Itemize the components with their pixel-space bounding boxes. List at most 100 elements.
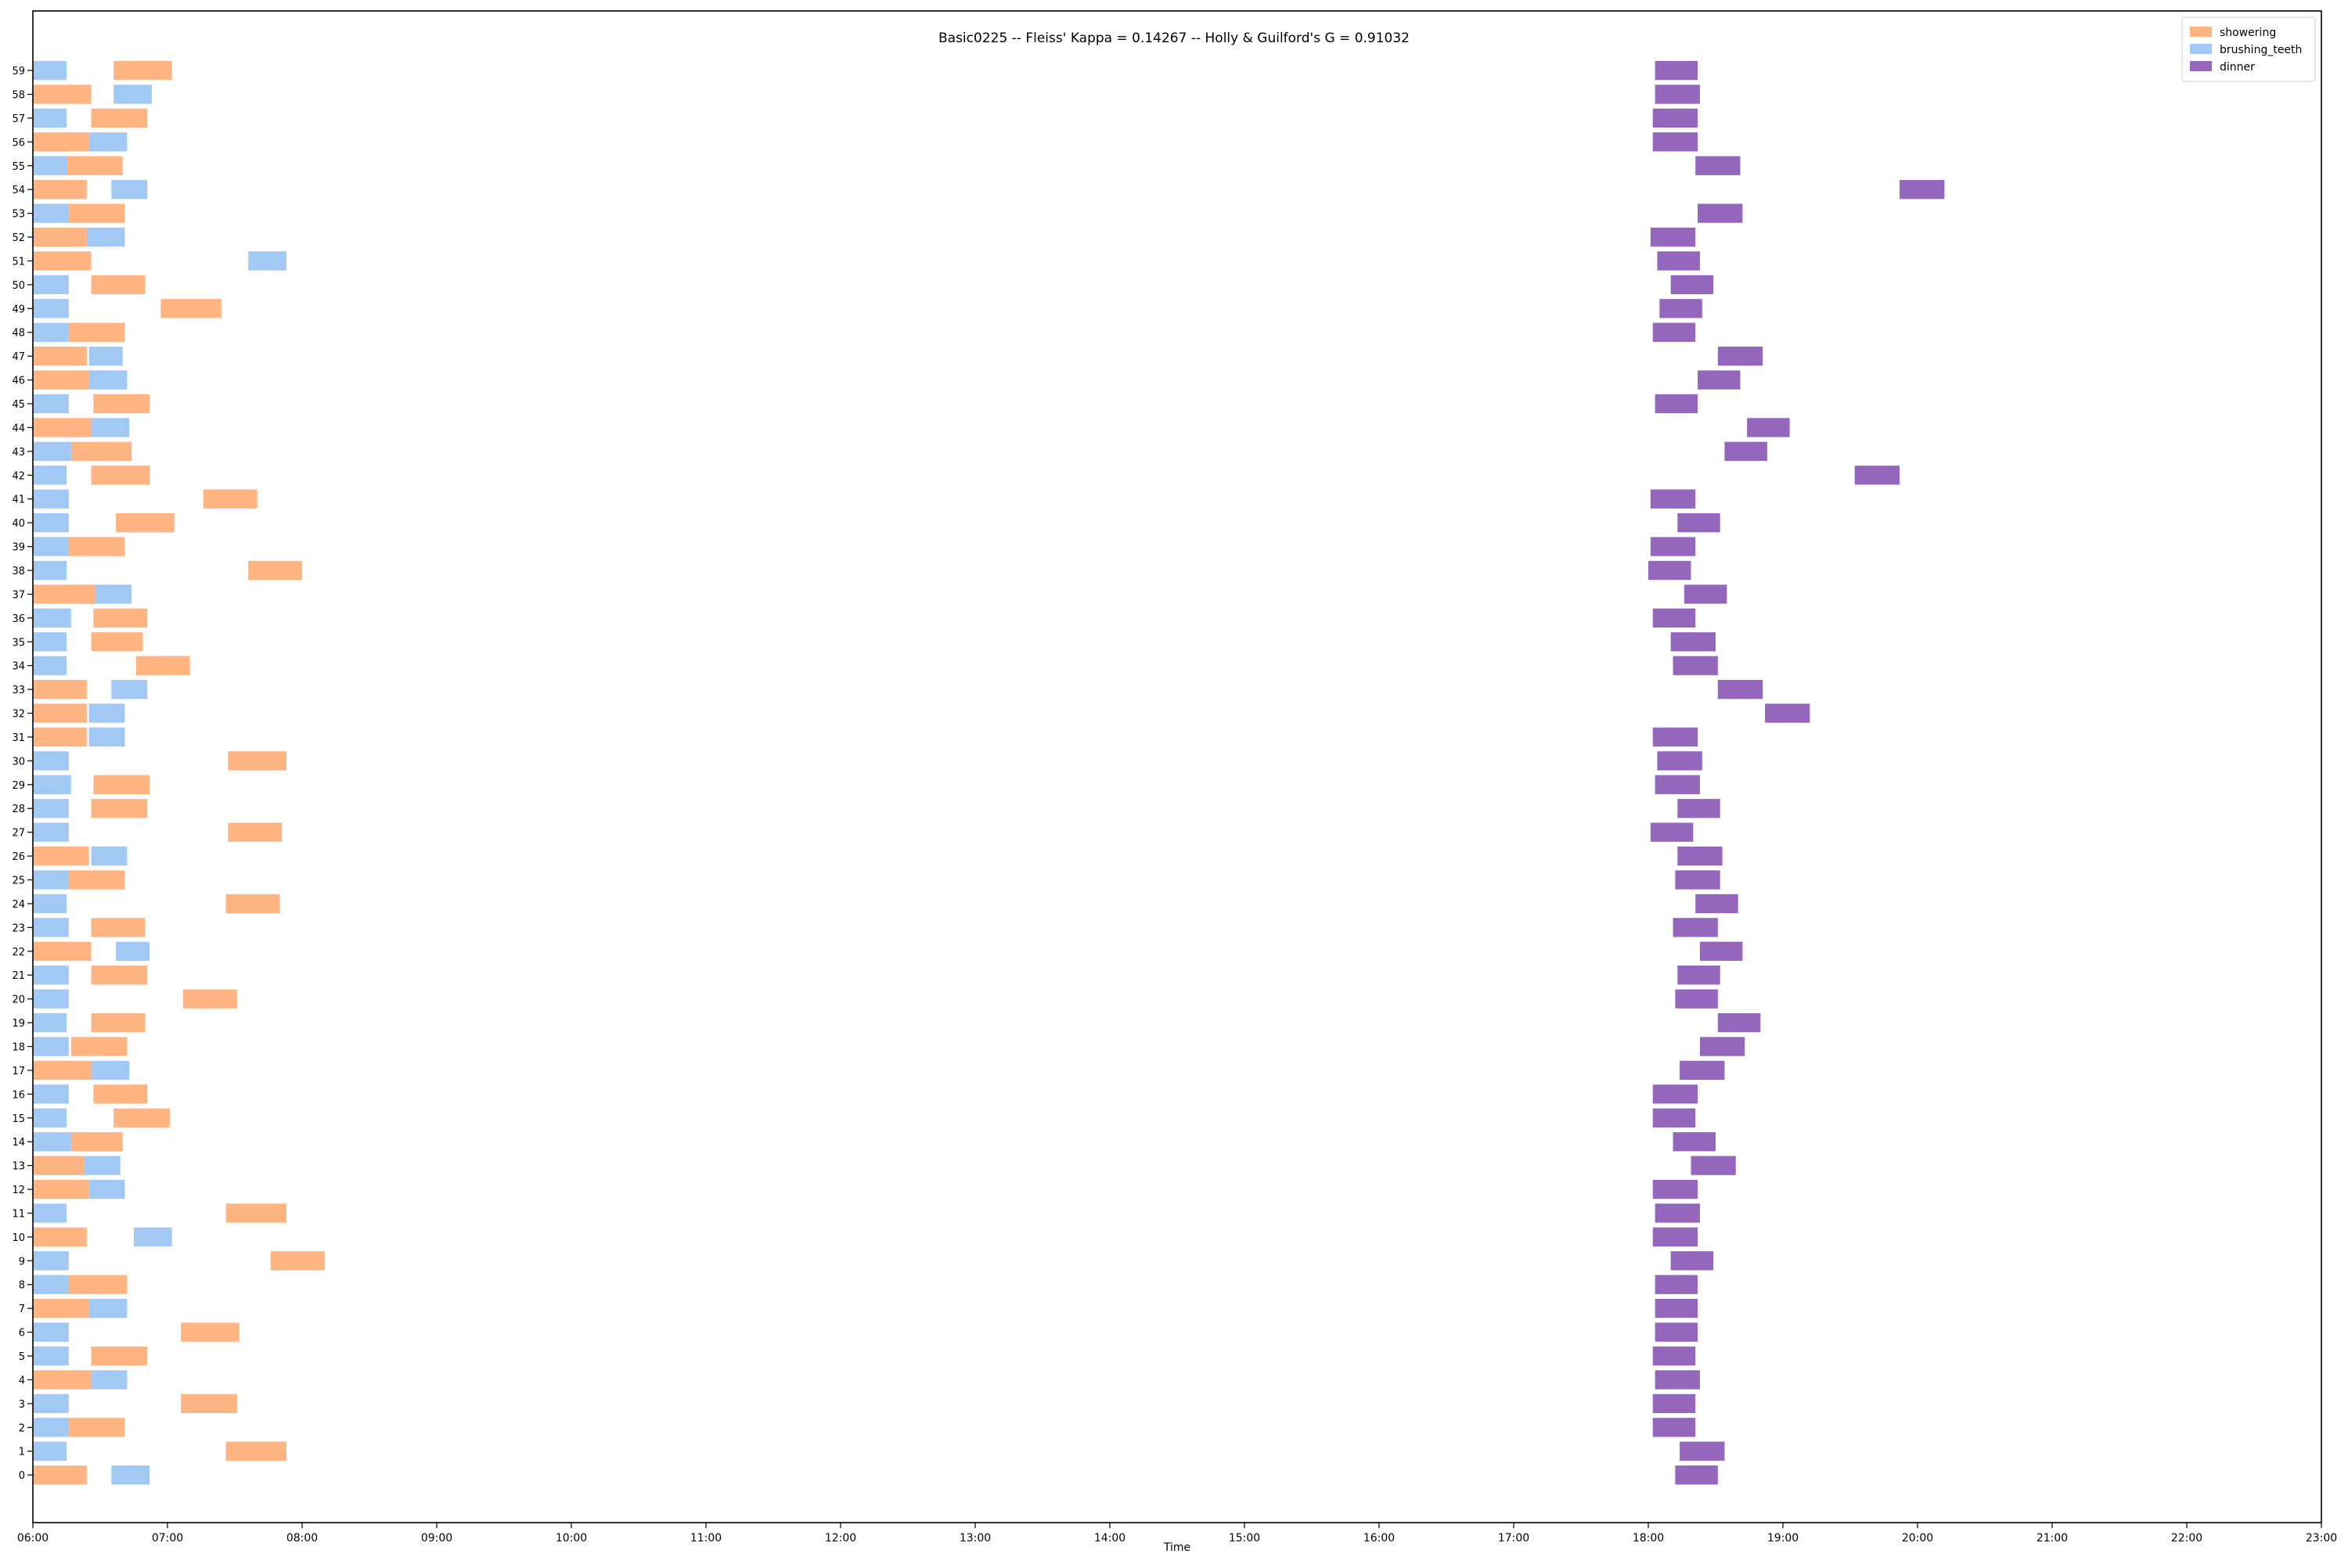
brushing_teeth-bar xyxy=(33,822,69,842)
showering-bar xyxy=(68,203,125,223)
x-tick-label: 17:00 xyxy=(1498,1532,1529,1545)
y-tick-label: 17 xyxy=(12,1066,25,1077)
y-tick-label: 54 xyxy=(12,185,25,196)
chart-title: Basic0225 -- Fleiss' Kappa = 0.14267 -- … xyxy=(938,31,1410,46)
showering-bar xyxy=(91,918,146,937)
legend-box xyxy=(2181,16,2316,82)
y-tick-label: 48 xyxy=(12,328,25,340)
brushing_teeth-bar xyxy=(33,1346,69,1366)
dinner-bar xyxy=(1655,1322,1698,1342)
showering-bar xyxy=(91,632,143,652)
showering-bar xyxy=(33,703,87,723)
dinner-bar xyxy=(1691,1156,1736,1175)
y-tick-label: 57 xyxy=(12,113,25,125)
dinner-bar xyxy=(1652,1227,1698,1247)
x-tick-label: 16:00 xyxy=(1363,1532,1395,1545)
y-tick-label: 56 xyxy=(12,137,25,149)
y-tick-label: 9 xyxy=(19,1256,25,1268)
showering-bar xyxy=(33,941,92,961)
dinner-bar xyxy=(1652,108,1698,128)
x-tick-label: 22:00 xyxy=(2171,1532,2202,1545)
bars-layer xyxy=(33,60,1945,1485)
y-tick-label: 45 xyxy=(12,399,25,411)
legend-label: brushing_teeth xyxy=(2220,44,2302,56)
y-tick-label: 12 xyxy=(12,1185,25,1196)
brushing_teeth-bar xyxy=(33,1275,69,1294)
dinner-bar xyxy=(1680,1441,1725,1461)
showering-bar xyxy=(181,1322,239,1342)
y-tick-label: 41 xyxy=(12,494,25,506)
dinner-bar xyxy=(1657,751,1702,771)
brushing_teeth-bar xyxy=(33,966,69,985)
brushing_teeth-bar xyxy=(33,608,71,628)
showering-bar xyxy=(68,1418,125,1437)
y-tick-label: 25 xyxy=(12,876,25,887)
y-tick-label: 33 xyxy=(12,685,25,696)
showering-bar xyxy=(225,1203,286,1223)
y-tick-label: 10 xyxy=(12,1232,25,1244)
brushing_teeth-bar xyxy=(33,1441,67,1461)
showering-bar xyxy=(116,512,175,533)
showering-bar xyxy=(33,1370,92,1390)
brushing_teeth-bar xyxy=(33,466,67,485)
y-tick-label: 32 xyxy=(12,709,25,721)
brushing_teeth-bar xyxy=(116,941,150,961)
brushing_teeth-bar xyxy=(33,1084,69,1104)
y-tick-label: 28 xyxy=(12,804,25,815)
dinner-bar xyxy=(1650,537,1696,556)
showering-bar xyxy=(68,1275,128,1294)
brushing_teeth-bar xyxy=(91,418,130,437)
y-tick-label: 21 xyxy=(12,970,25,982)
brushing_teeth-bar xyxy=(33,1394,69,1414)
brushing_teeth-bar xyxy=(95,584,132,604)
brushing_teeth-bar xyxy=(33,632,67,652)
y-tick-label: 30 xyxy=(12,756,25,768)
dinner-bar xyxy=(1717,679,1763,699)
x-tick-label: 13:00 xyxy=(960,1532,991,1545)
dinner-bar xyxy=(1699,1037,1745,1056)
showering-bar xyxy=(270,1251,325,1271)
plot-frame xyxy=(32,10,2322,1523)
brushing_teeth-bar xyxy=(134,1227,172,1247)
y-tick-label: 37 xyxy=(12,589,25,601)
dinner-bar xyxy=(1675,870,1720,890)
dinner-bar xyxy=(1717,346,1763,366)
y-tick-label: 42 xyxy=(12,470,25,482)
x-tick-label: 19:00 xyxy=(1767,1532,1799,1545)
showering-bar xyxy=(33,251,92,271)
y-tick-label: 16 xyxy=(12,1089,25,1101)
brushing_teeth-bar xyxy=(33,275,69,295)
x-tick-label: 15:00 xyxy=(1229,1532,1260,1545)
x-tick-label: 08:00 xyxy=(286,1532,318,1545)
y-tick-label: 31 xyxy=(12,732,25,744)
y-tick-label: 8 xyxy=(19,1280,25,1292)
x-tick-label: 07:00 xyxy=(152,1532,183,1545)
dinner-bar xyxy=(1655,60,1698,81)
showering-bar xyxy=(33,132,89,152)
x-tick-label: 21:00 xyxy=(2036,1532,2068,1545)
showering-bar xyxy=(33,418,92,437)
dinner-bar xyxy=(1675,989,1718,1009)
x-axis: 06:00 07:00 08:00 09:00 10:00 11:00 12:00 13:00… xyxy=(17,1523,2337,1545)
showering-bar xyxy=(33,1060,92,1081)
showering-bar xyxy=(93,394,150,414)
y-tick-label: 36 xyxy=(12,613,25,625)
y-tick-label: 46 xyxy=(12,376,25,387)
showering-bar xyxy=(33,1299,89,1318)
dinner-bar xyxy=(1652,1418,1696,1437)
dinner-bar xyxy=(1673,656,1718,675)
showering-bar xyxy=(91,1346,148,1366)
dinner-bar xyxy=(1655,775,1700,794)
y-tick-label: 38 xyxy=(12,566,25,577)
dinner-bar xyxy=(1677,846,1723,866)
showering-bar xyxy=(33,846,89,866)
x-axis-label: Time xyxy=(1163,1541,1190,1554)
y-tick-label: 19 xyxy=(12,1018,25,1030)
dinner-bar xyxy=(1680,1060,1725,1081)
showering-bar xyxy=(70,1037,128,1056)
showering-bar xyxy=(33,1227,87,1247)
dinner-bar xyxy=(1699,941,1743,961)
showering-bar xyxy=(33,180,87,200)
brushing_teeth-bar xyxy=(88,132,128,152)
y-tick-label: 52 xyxy=(12,232,25,244)
